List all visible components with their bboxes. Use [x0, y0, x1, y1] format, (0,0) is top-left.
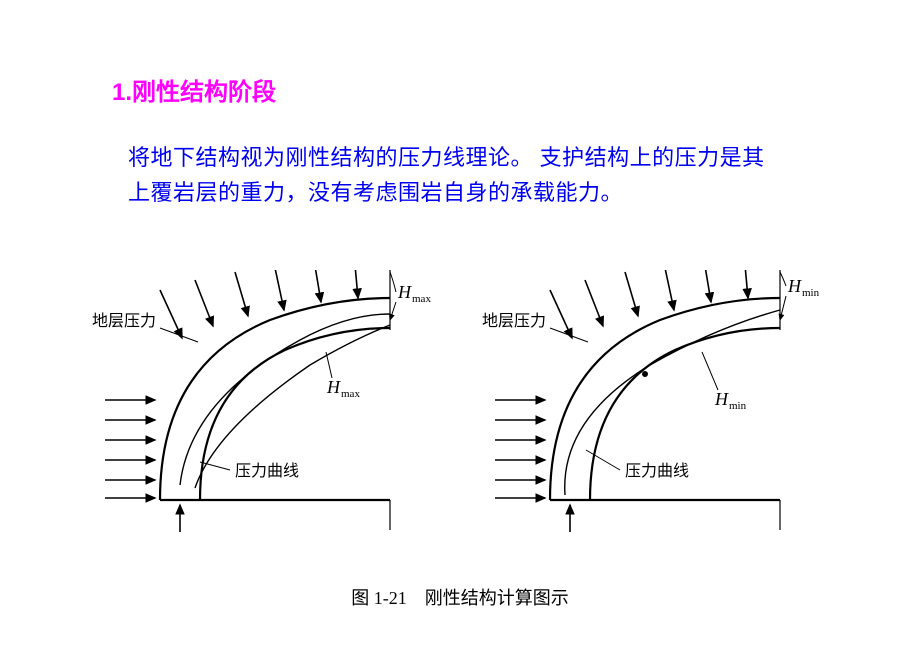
right-load-label: 地层压力 [482, 312, 546, 330]
left-h-inner: H [326, 377, 341, 397]
left-panel: 地层压力 H max H max 压力曲线 [92, 270, 431, 532]
right-h-inner-sub: min [729, 400, 747, 412]
figure-area: 地层压力 H max H max 压力曲线 [60, 270, 860, 600]
page: 1.刚性结构阶段 将地下结构视为刚性结构的压力线理论。 支护结构上的压力是其上覆… [0, 0, 920, 651]
left-h-top: H [397, 282, 412, 302]
left-curve-label: 压力曲线 [235, 462, 299, 480]
right-panel: 地层压力 H min H min 压力曲线 [482, 270, 820, 532]
section-heading: 1.刚性结构阶段 [112, 72, 276, 107]
left-h-top-sub: max [412, 293, 431, 305]
heading-number: 1. [112, 79, 132, 106]
right-h-top-sub: min [802, 287, 820, 299]
body-paragraph: 将地下结构视为刚性结构的压力线理论。 支护结构上的压力是其上覆岩层的重力，没有考… [128, 140, 778, 210]
figure-caption: 图 1-21 刚性结构计算图示 [0, 584, 920, 610]
heading-title: 刚性结构阶段 [132, 79, 276, 106]
right-h-inner: H [714, 389, 729, 409]
diagram-svg: 地层压力 H max H max 压力曲线 [60, 270, 860, 570]
left-load-label: 地层压力 [92, 312, 156, 330]
right-curve-label: 压力曲线 [625, 462, 689, 480]
right-h-top: H [787, 276, 802, 296]
left-h-inner-sub: max [341, 388, 360, 400]
